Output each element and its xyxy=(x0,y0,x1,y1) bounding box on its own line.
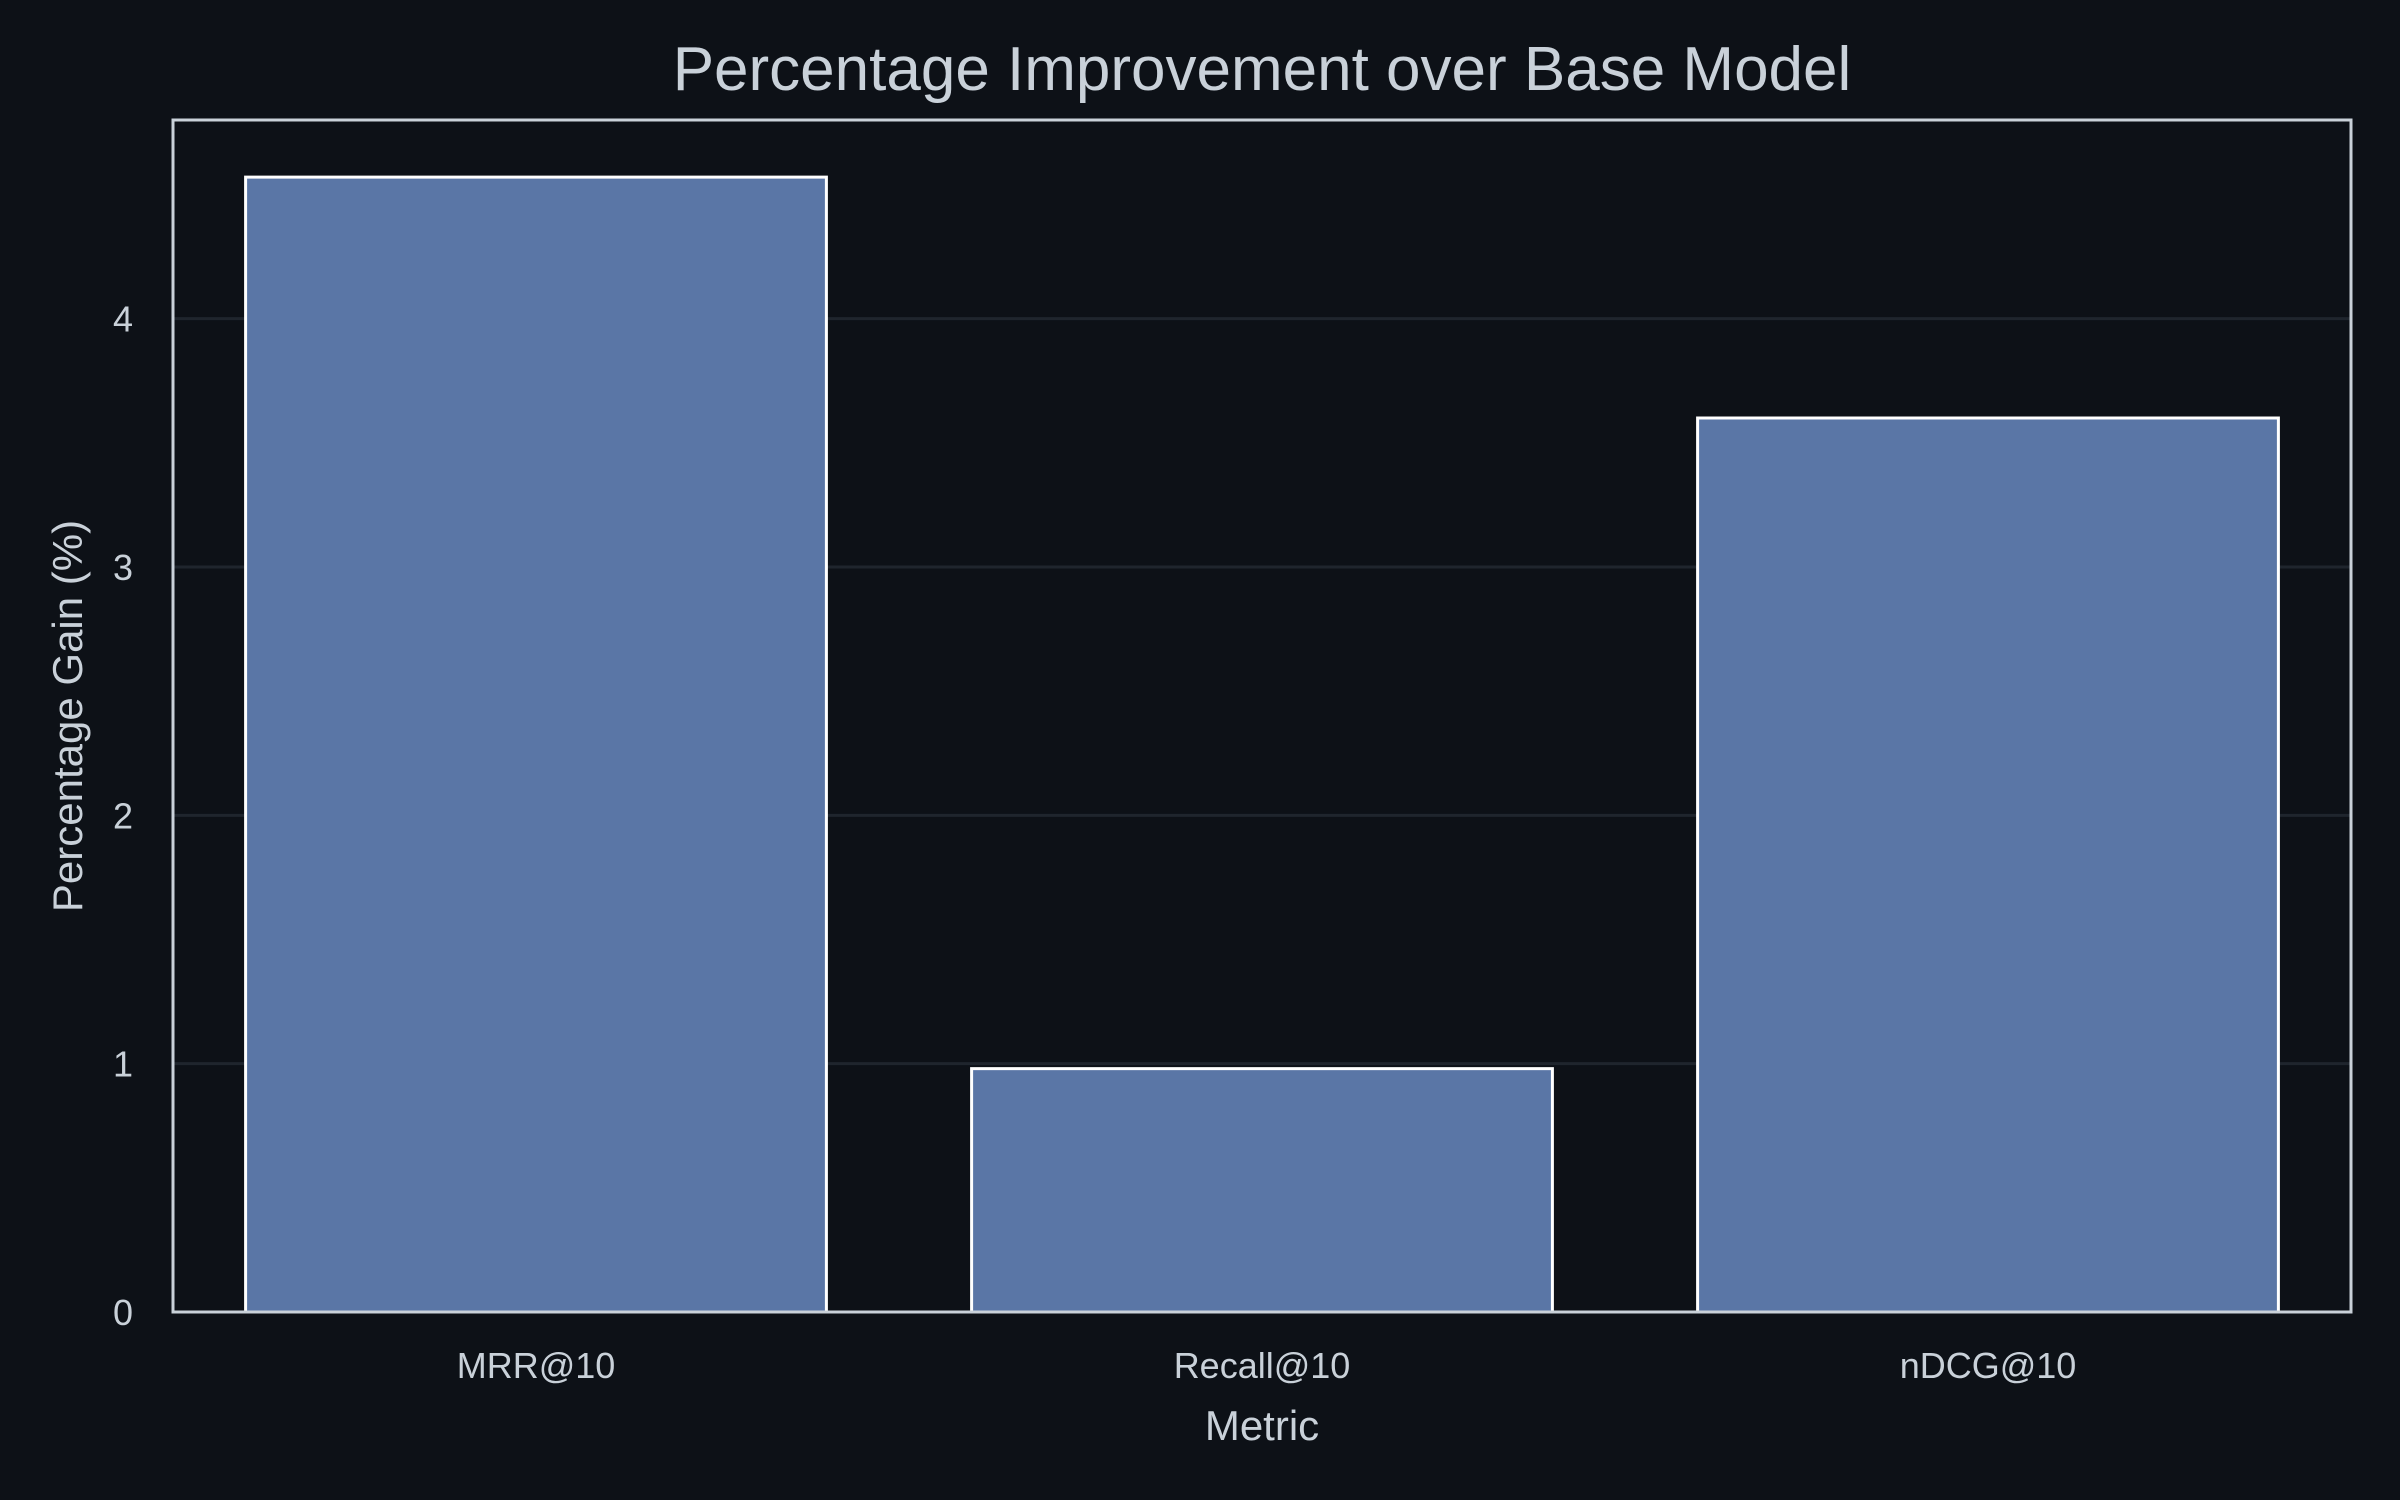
x-tick-label: MRR@10 xyxy=(457,1345,616,1386)
y-axis-label: Percentage Gain (%) xyxy=(44,520,91,912)
x-tick-label: nDCG@10 xyxy=(1900,1345,2077,1386)
x-tick-label: Recall@10 xyxy=(1174,1345,1351,1386)
plot-frame xyxy=(171,118,2353,1314)
x-axis-ticks: MRR@10 Recall@10 nDCG@10 xyxy=(457,1345,2077,1386)
y-tick-label: 0 xyxy=(113,1292,133,1333)
bars xyxy=(244,175,2280,1314)
y-tick-label: 1 xyxy=(113,1044,133,1085)
bar-mrr-10 xyxy=(244,175,828,1314)
chart-title: Percentage Improvement over Base Model xyxy=(673,35,1852,104)
bar-recall-10 xyxy=(970,1067,1554,1314)
y-axis-ticks: 0 1 2 3 4 xyxy=(113,299,133,1333)
x-axis-label: Metric xyxy=(1205,1402,1319,1449)
y-tick-label: 4 xyxy=(113,299,133,340)
y-tick-label: 2 xyxy=(113,795,133,836)
y-tick-label: 3 xyxy=(113,547,133,588)
bar-ndcg-10 xyxy=(1696,416,2280,1314)
